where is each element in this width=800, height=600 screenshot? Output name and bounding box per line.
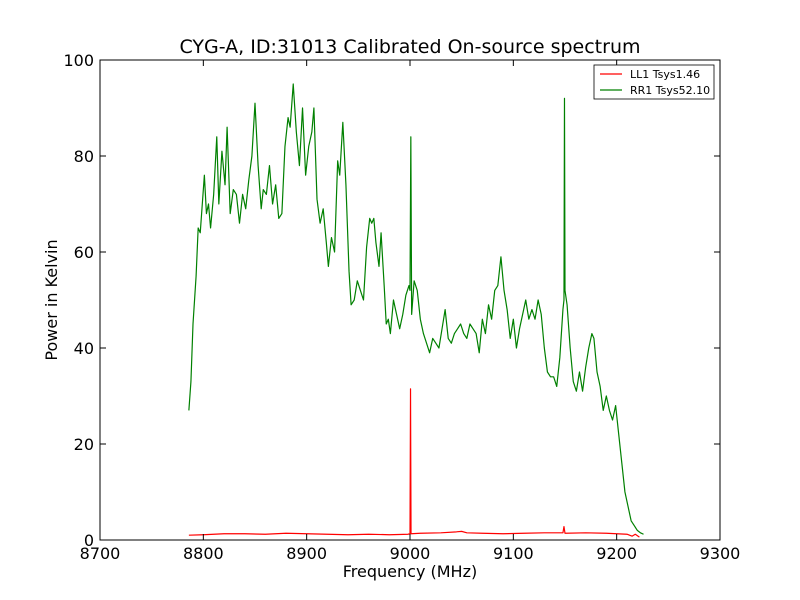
legend-label-ll1: LL1 Tsys1.46 — [630, 68, 700, 81]
y-axis-label: Power in Kelvin — [42, 239, 61, 360]
x-tick-label: 9300 — [700, 544, 741, 563]
x-tick-label: 8800 — [183, 544, 224, 563]
plot-area — [188, 83, 644, 538]
y-tick-label: 80 — [74, 147, 94, 166]
x-tick-label: 9000 — [390, 544, 431, 563]
series-line-0 — [188, 388, 640, 538]
x-tick-label: 9200 — [596, 544, 637, 563]
y-tick-label: 20 — [74, 435, 94, 454]
x-axis-label: Frequency (MHz) — [343, 562, 477, 581]
x-axis: 8700 8800 8900 9000 9100 9200 9300 — [80, 60, 741, 563]
x-tick-label: 9100 — [493, 544, 534, 563]
legend-box — [593, 64, 715, 100]
y-tick-label: 40 — [74, 339, 94, 358]
x-tick-label: 8900 — [286, 544, 327, 563]
legend: LL1 Tsys1.46 RR1 Tsys52.10 — [593, 64, 715, 100]
y-tick-label: 0 — [84, 531, 94, 550]
x-tick-label: 8700 — [80, 544, 121, 563]
y-tick-label: 60 — [74, 243, 94, 262]
chart-title: CYG-A, ID:31013 Calibrated On-source spe… — [179, 36, 640, 58]
y-tick-label: 100 — [63, 51, 94, 70]
y-axis: 0 20 40 60 80 100 — [63, 51, 720, 550]
legend-label-rr1: RR1 Tsys52.10 — [630, 84, 710, 97]
series-line-1 — [188, 83, 644, 535]
